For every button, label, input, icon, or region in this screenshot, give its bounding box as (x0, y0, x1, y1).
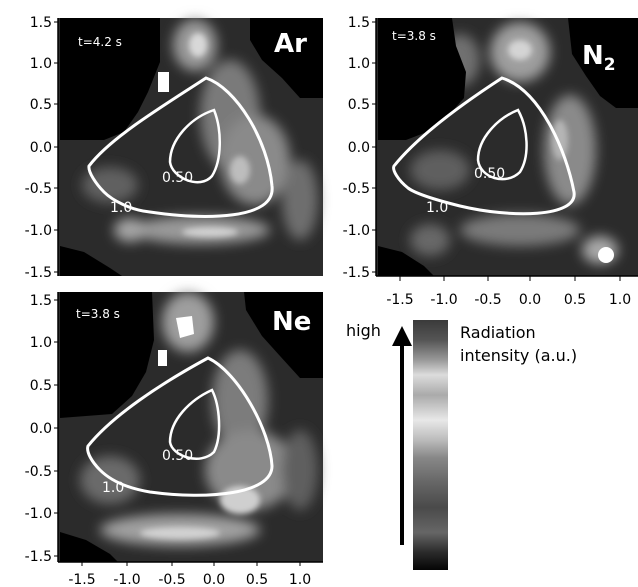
time-label: t=3.8 s (76, 307, 120, 321)
contour-label-inner: 0.50 (162, 170, 193, 186)
y-tick-label: 1.5 (348, 15, 370, 31)
y-tick-label: -1.0 (25, 223, 52, 239)
y-tick-label: 0.0 (348, 140, 370, 156)
contour-label-outer: 1.0 (102, 480, 124, 496)
contour-label-outer: 1.0 (426, 200, 448, 216)
y-tick-label: -0.5 (25, 464, 52, 480)
time-label: t=4.2 s (78, 35, 122, 49)
wall-cutout (250, 18, 323, 98)
wall-cutout (60, 532, 118, 562)
x-tick-label: -0.5 (474, 292, 501, 308)
x-axis-ne: -1.5 -1.0 -0.5 0.0 0.5 1.0 (68, 562, 311, 587)
x-tick-label: 0.0 (203, 572, 225, 587)
contour-inner (168, 108, 222, 184)
x-tick-label: 0.0 (519, 292, 541, 308)
contour-inner (168, 388, 221, 460)
y-tick-label: -0.5 (25, 181, 52, 197)
x-tick-label: 1.0 (289, 572, 311, 587)
contour-label-outer: 1.0 (110, 200, 132, 216)
time-label: t=3.8 s (392, 29, 436, 43)
contour-outer (86, 356, 274, 497)
hot-spot (158, 350, 167, 366)
y-tick-label: -1.5 (25, 549, 52, 565)
y-tick-label: 1.5 (30, 15, 52, 31)
hot-spot (176, 316, 194, 338)
hot-spot (598, 247, 614, 263)
y-axis-n2: 1.5 1.0 0.5 0.0 -0.5 -1.0 -1.5 (343, 15, 376, 281)
wall-cutout (378, 246, 434, 276)
radiation-legend: high Radiation intensity (a.u.) (346, 320, 577, 570)
legend-title-line1: Radiation (460, 323, 536, 342)
y-tick-label: -1.0 (343, 223, 370, 239)
wall-cutout (244, 292, 323, 378)
contour-inner (476, 108, 528, 181)
radiation-blobs (82, 19, 318, 244)
y-axis-ar: 1.5 1.0 0.5 0.0 -0.5 -1.0 -1.5 (25, 15, 58, 281)
colorbar (413, 320, 448, 570)
wall-cutout (60, 292, 154, 418)
wall-cutout (60, 18, 160, 140)
contour-outer (87, 76, 274, 218)
x-tick-label: -0.5 (158, 572, 185, 587)
y-tick-label: -1.0 (25, 506, 52, 522)
y-tick-label: -0.5 (343, 181, 370, 197)
x-tick-label: -1.5 (68, 572, 95, 587)
y-tick-label: 1.0 (30, 56, 52, 72)
panel-n2: 0.50 1.0 t=3.8 s N2 1.5 1.0 0.5 0.0 -0.5… (343, 15, 638, 308)
contour-label-inner: 0.50 (162, 448, 193, 464)
y-tick-label: -1.5 (25, 265, 52, 281)
gas-label: Ne (272, 307, 311, 337)
wall-cutout (378, 18, 466, 140)
contour-label-inner: 0.50 (474, 166, 505, 182)
gas-label: Ar (274, 29, 307, 59)
y-tick-label: -1.5 (343, 265, 370, 281)
legend-high-label: high (346, 321, 381, 340)
panel-ar: 0.50 1.0 t=4.2 s Ar 1.5 1.0 0.5 0.0 -0.5… (25, 15, 323, 281)
x-tick-label: -1.5 (386, 292, 413, 308)
x-tick-label: 1.0 (609, 292, 631, 308)
wall-cutout (568, 18, 638, 108)
y-tick-label: 1.5 (30, 293, 52, 309)
contour-outer (392, 76, 576, 216)
y-tick-label: 0.0 (30, 421, 52, 437)
x-tick-label: -1.0 (113, 572, 140, 587)
wall-cutout (60, 246, 122, 276)
y-tick-label: 1.0 (30, 335, 52, 351)
x-tick-label: -1.0 (430, 292, 457, 308)
y-axis-ne: 1.5 1.0 0.5 0.0 -0.5 -1.0 -1.5 (25, 293, 58, 565)
y-tick-label: 0.5 (348, 97, 370, 113)
hot-spot (158, 72, 169, 92)
y-tick-label: 0.5 (30, 97, 52, 113)
gas-label: N2 (582, 41, 616, 75)
y-tick-label: 1.0 (348, 56, 370, 72)
x-axis-n2: -1.5 -1.0 -0.5 0.0 0.5 1.0 (386, 276, 631, 308)
legend-title-line2: intensity (a.u.) (460, 346, 577, 365)
panel-ne: 0.50 1.0 t=3.8 s Ne 1.5 1.0 0.5 0.0 -0.5… (25, 292, 323, 587)
x-tick-label: 0.5 (564, 292, 586, 308)
y-tick-label: 0.5 (30, 378, 52, 394)
x-tick-label: 0.5 (246, 572, 268, 587)
y-tick-label: 0.0 (30, 140, 52, 156)
